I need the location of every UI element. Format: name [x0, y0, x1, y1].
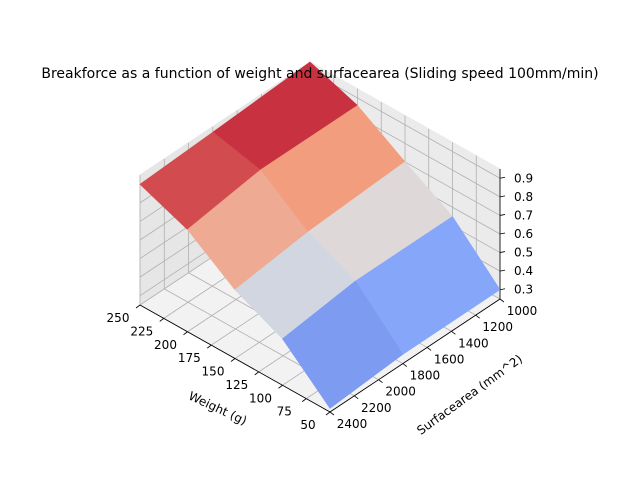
y-tick-mark [354, 395, 359, 400]
gridline-z [309, 70, 501, 179]
x-tick-label: 50 [300, 418, 315, 432]
z-tick-label: 0.3 [514, 283, 533, 297]
y-tick-mark [475, 314, 480, 319]
z-tick-label: 0.9 [514, 171, 533, 185]
z-tick-mark [499, 269, 506, 272]
y-tick-mark [329, 411, 335, 416]
y-tick-label: 1400 [458, 336, 489, 350]
z-tick-mark [499, 251, 506, 253]
x-axis-label: Weight (g) [186, 389, 249, 428]
x-tick-mark [302, 398, 307, 402]
x-tick-label: 75 [277, 405, 292, 419]
x-tick-label: 200 [154, 338, 177, 352]
z-tick-label: 0.4 [514, 264, 533, 278]
x-tick-label: 250 [107, 311, 130, 325]
y-tick-label: 1800 [410, 369, 441, 383]
z-tick-label: 0.8 [514, 190, 533, 204]
x-tick-mark [278, 384, 283, 389]
y-tick-mark [378, 379, 383, 384]
y-tick-mark [499, 298, 505, 303]
y-tick-mark [402, 363, 408, 367]
z-tick-label: 0.7 [514, 208, 533, 222]
y-tick-mark [451, 330, 456, 335]
x-tick-label: 125 [225, 378, 248, 392]
x-tick-label: 150 [202, 365, 225, 379]
y-axis-label: Surfacearea (mm^2) [414, 352, 525, 438]
y-tick-label: 2200 [361, 401, 392, 415]
x-tick-mark [159, 318, 164, 322]
y-tick-label: 2400 [337, 417, 368, 431]
x-tick-label: 225 [130, 324, 153, 338]
x-tick-label: 175 [178, 351, 201, 365]
surface-plot [139, 61, 501, 409]
z-tick-mark [499, 176, 506, 179]
y-tick-mark [426, 347, 432, 351]
y-tick-label: 1200 [482, 320, 513, 334]
y-tick-label: 2000 [385, 385, 416, 399]
z-tick-mark [499, 195, 506, 198]
z-tick-mark [499, 232, 506, 235]
chart-title: Breakforce as a function of weight and s… [41, 66, 598, 82]
x-tick-mark [230, 358, 236, 362]
x-tick-mark [135, 304, 141, 309]
z-tick-mark [499, 214, 506, 216]
y-axis-line [329, 298, 501, 413]
x-tick-mark [207, 344, 212, 349]
z-tick-label: 0.6 [514, 227, 533, 241]
y-tick-label: 1600 [434, 352, 465, 366]
x-tick-mark [183, 331, 188, 336]
y-tick-label: 1000 [507, 304, 538, 318]
x-tick-mark [325, 411, 331, 416]
z-tick-label: 0.5 [514, 246, 533, 260]
x-tick-label: 100 [249, 391, 272, 405]
x-tick-mark [254, 371, 259, 376]
surface-patch [282, 280, 404, 409]
z-tick-mark [499, 288, 506, 291]
